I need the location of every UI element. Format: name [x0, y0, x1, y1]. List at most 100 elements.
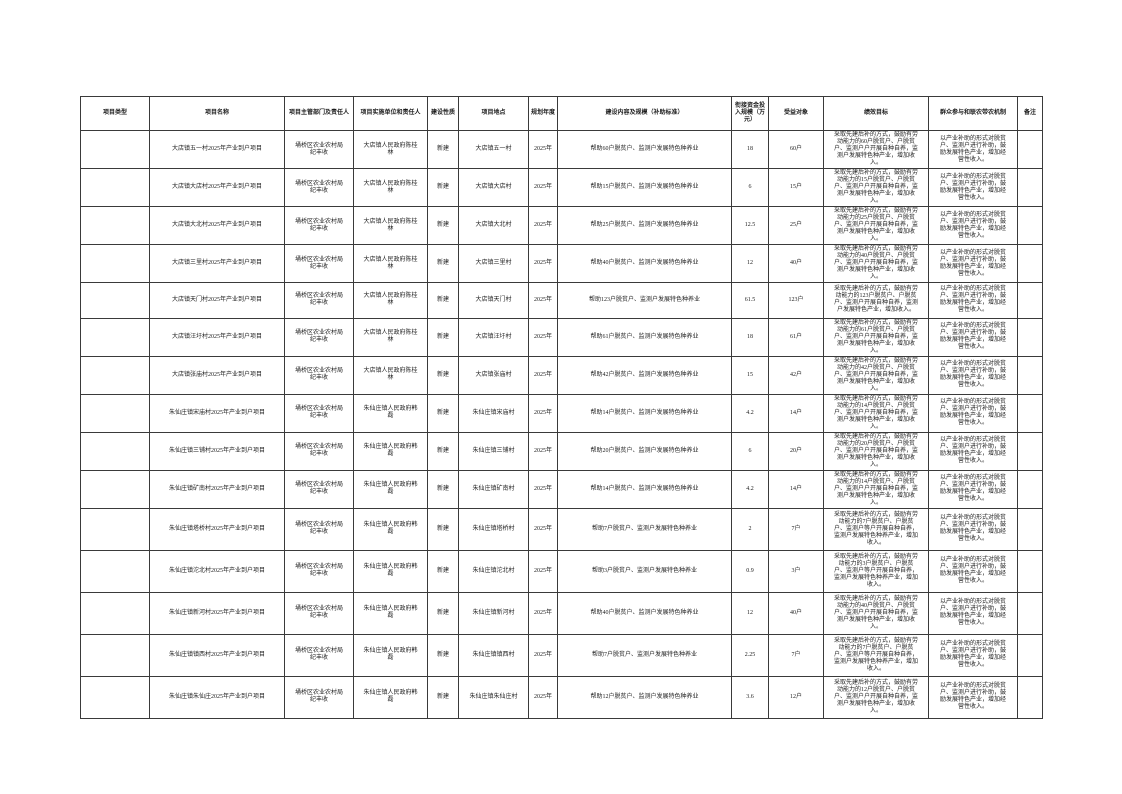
cell-dept: 埇桥区农业农村局 纪丰收 — [284, 130, 354, 169]
cell-type — [80, 633, 150, 677]
table-row: 朱仙庄镇镇西村2025年产业到户项目 埇桥区农业农村局 纪丰收 朱仙庄镇人民政府韩磊… — [80, 633, 1043, 677]
cell-name: 朱仙庄镇矿南村2025年产业到户项目 — [149, 469, 285, 509]
project-table: 项目类型 项目名称 项目主管部门及责任人 项目实施单位和责任人 建设性质 项目地… — [80, 96, 1043, 719]
column-header-unit: 项目实施单位和责任人 — [353, 96, 428, 131]
cell-year: 2025年 — [528, 549, 558, 593]
cell-participation: 以产业补助的形式对脱贫户、监测户进行补助，鼓励发展特色产业，增加经营性收入。 — [928, 168, 1018, 207]
cell-location: 大店镇五一村 — [458, 130, 529, 169]
cell-participation: 以产业补助的形式对脱贫户、监测户进行补助，鼓励发展特色产业，增加经营性收入。 — [928, 633, 1018, 677]
cell-location: 朱仙庄镇三铺村 — [458, 431, 529, 471]
cell-content: 帮助15户脱贫户、监测户发展特色种养业 — [557, 168, 732, 207]
table-header: 项目类型 项目名称 项目主管部门及责任人 项目实施单位和责任人 建设性质 项目地… — [80, 96, 1043, 131]
table-row: 朱仙庄镇朱仙庄2025年产业到户项目 埇桥区农业农村局 纪丰收 朱仙庄镇人民政府韩磊… — [80, 675, 1043, 719]
cell-note — [1017, 130, 1043, 169]
cell-content: 帮助12户脱贫户、监测户发展特色种养业 — [557, 675, 732, 719]
cell-note — [1017, 282, 1043, 319]
cell-participation: 以产业补助的形式对脱贫户、监测户进行补助，鼓励发展特色产业，增加经营性收入。 — [928, 206, 1018, 245]
cell-beneficiary: 60户 — [768, 130, 824, 169]
cell-location: 朱仙庄镇镇西村 — [458, 633, 529, 677]
cell-beneficiary: 14户 — [768, 469, 824, 509]
cell-participation: 以产业补助的形式对脱贫户、监测户进行补助，鼓励发展特色产业，增加经营性收入。 — [928, 282, 1018, 319]
cell-year: 2025年 — [528, 244, 558, 283]
cell-type — [80, 317, 150, 357]
cell-performance: 采取先建后补的方式，鼓励有劳动能力的20户脱贫户、户脱贫户、监测户户开展自种自养… — [823, 431, 929, 471]
cell-participation: 以产业补助的形式对脱贫户、监测户进行补助，鼓励发展特色产业，增加经营性收入。 — [928, 591, 1018, 635]
column-header-nature: 建设性质 — [427, 96, 459, 131]
cell-participation: 以产业补助的形式对脱贫户、监测户进行补助，鼓励发展特色产业，增加经营性收入。 — [928, 675, 1018, 719]
cell-type — [80, 355, 150, 395]
cell-unit: 大店镇人民政府陈桂林 — [353, 206, 428, 245]
cell-note — [1017, 507, 1043, 551]
cell-participation: 以产业补助的形式对脱贫户、监测户进行补助，鼓励发展特色产业，增加经营性收入。 — [928, 507, 1018, 551]
cell-participation: 以产业补助的形式对脱贫户、监测户进行补助，鼓励发展特色产业，增加经营性收入。 — [928, 355, 1018, 395]
table-row: 朱仙庄镇宋庙村2025年产业到户项目 埇桥区农业农村局 纪丰收 朱仙庄镇人民政府韩磊… — [80, 393, 1043, 433]
header-row: 项目类型 项目名称 项目主管部门及责任人 项目实施单位和责任人 建设性质 项目地… — [80, 96, 1043, 131]
column-header-year: 规划年度 — [528, 96, 558, 131]
cell-beneficiary: 12户 — [768, 675, 824, 719]
cell-year: 2025年 — [528, 675, 558, 719]
cell-location: 大店镇大北村 — [458, 206, 529, 245]
cell-fund: 6 — [731, 168, 769, 207]
cell-location: 大店镇汪圩村 — [458, 317, 529, 357]
cell-year: 2025年 — [528, 507, 558, 551]
cell-type — [80, 549, 150, 593]
cell-participation: 以产业补助的形式对脱贫户、监测户进行补助，鼓励发展特色产业，增加经营性收入。 — [928, 244, 1018, 283]
column-header-performance: 绩效目标 — [823, 96, 929, 131]
cell-dept: 埇桥区农业农村局 纪丰收 — [284, 431, 354, 471]
cell-nature: 新建 — [427, 549, 459, 593]
cell-note — [1017, 206, 1043, 245]
cell-beneficiary: 15户 — [768, 168, 824, 207]
cell-type — [80, 130, 150, 169]
cell-type — [80, 675, 150, 719]
column-header-participation: 群众参与和联农带农机制 — [928, 96, 1018, 131]
cell-beneficiary: 3户 — [768, 549, 824, 593]
cell-beneficiary: 42户 — [768, 355, 824, 395]
cell-fund: 61.5 — [731, 282, 769, 319]
cell-participation: 以产业补助的形式对脱贫户、监测户进行补助，鼓励发展特色产业，增加经营性收入。 — [928, 393, 1018, 433]
cell-dept: 埇桥区农业农村局 纪丰收 — [284, 206, 354, 245]
cell-beneficiary: 40户 — [768, 591, 824, 635]
cell-year: 2025年 — [528, 355, 558, 395]
cell-nature: 新建 — [427, 469, 459, 509]
cell-nature: 新建 — [427, 355, 459, 395]
cell-fund: 4.2 — [731, 469, 769, 509]
cell-fund: 12 — [731, 244, 769, 283]
cell-year: 2025年 — [528, 469, 558, 509]
cell-dept: 埇桥区农业农村局 纪丰收 — [284, 633, 354, 677]
cell-beneficiary: 20户 — [768, 431, 824, 471]
cell-nature: 新建 — [427, 393, 459, 433]
cell-unit: 大店镇人民政府陈桂林 — [353, 130, 428, 169]
cell-performance: 采取先建后补的方式，鼓励有劳动能力的12户脱贫户、户脱贫户、监测户户开展自种自养… — [823, 675, 929, 719]
cell-location: 大店镇张庙村 — [458, 355, 529, 395]
cell-note — [1017, 675, 1043, 719]
cell-dept: 埇桥区农业农村局 纪丰收 — [284, 168, 354, 207]
cell-content: 帮助123户脱贫户、监测户发展特色种养业 — [557, 282, 732, 319]
cell-beneficiary: 14户 — [768, 393, 824, 433]
cell-performance: 采取先建后补的方式，鼓励有劳动能力的7户脱贫户、户脱贫户、监测户等户开展自种自养… — [823, 507, 929, 551]
cell-content: 帮助14户脱贫户、监测户发展特色种养业 — [557, 469, 732, 509]
cell-fund: 3.6 — [731, 675, 769, 719]
table-row: 大店镇张庙村2025年产业到户项目 埇桥区农业农村局 纪丰收 大店镇人民政府陈桂林新… — [80, 355, 1043, 395]
cell-name: 大店镇大北村2025年产业到户项目 — [149, 206, 285, 245]
cell-name: 大店镇五一村2025年产业到户项目 — [149, 130, 285, 169]
table-body: 大店镇五一村2025年产业到户项目 埇桥区农业农村局 纪丰收 大店镇人民政府陈桂林新… — [80, 130, 1043, 719]
cell-content: 帮助40户脱贫户、监测户发展特色种养业 — [557, 244, 732, 283]
cell-location: 朱仙庄镇沱北村 — [458, 549, 529, 593]
cell-name: 朱仙庄镇镇西村2025年产业到户项目 — [149, 633, 285, 677]
cell-note — [1017, 591, 1043, 635]
cell-performance: 采取先建后补的方式，鼓励有劳动能力的3户脱贫户、户脱贫户、监测户等户开展自种自养… — [823, 549, 929, 593]
cell-name: 朱仙庄镇新河村2025年产业到户项目 — [149, 591, 285, 635]
cell-unit: 朱仙庄镇人民政府韩磊 — [353, 549, 428, 593]
column-header-beneficiary: 受益对象 — [768, 96, 824, 131]
cell-fund: 15 — [731, 355, 769, 395]
cell-participation: 以产业补助的形式对脱贫户、监测户进行补助，鼓励发展特色产业，增加经营性收入。 — [928, 469, 1018, 509]
cell-year: 2025年 — [528, 591, 558, 635]
cell-unit: 朱仙庄镇人民政府韩磊 — [353, 393, 428, 433]
cell-nature: 新建 — [427, 244, 459, 283]
cell-performance: 采取先建后补的方式，鼓励有劳动能力的40户脱贫户、户脱贫户、监测户户开展自种自养… — [823, 591, 929, 635]
cell-name: 朱仙庄镇宋庙村2025年产业到户项目 — [149, 393, 285, 433]
cell-type — [80, 591, 150, 635]
cell-performance: 采取先建后补的方式，鼓励有劳动能力的60户脱贫户、户脱贫户、监测户户开展自种自养… — [823, 130, 929, 169]
cell-location: 朱仙庄镇新河村 — [458, 591, 529, 635]
cell-performance: 采取先建后补的方式，鼓励有劳动能力的61户脱贫户、户脱贫户、监测户户开展自种自养… — [823, 317, 929, 357]
